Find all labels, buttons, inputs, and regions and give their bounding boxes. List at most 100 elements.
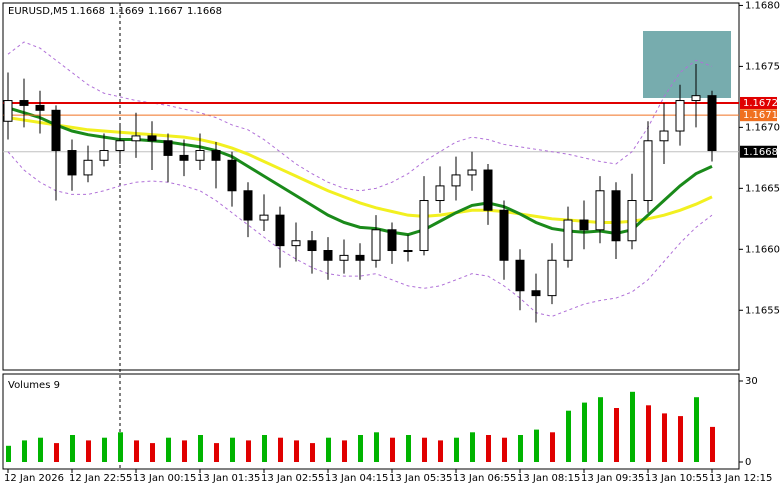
candle-body xyxy=(595,190,605,231)
x-tick-label: 13 Jan 05:35 xyxy=(389,473,452,484)
volume-bar xyxy=(646,405,651,462)
volume-bar xyxy=(662,413,667,462)
candle-body xyxy=(563,219,573,261)
x-tick-label: 13 Jan 12:15 xyxy=(709,473,772,484)
volume-bar xyxy=(566,410,571,462)
candle-body xyxy=(483,169,493,211)
volume-bar xyxy=(246,440,251,462)
volume-bar xyxy=(310,443,315,462)
level-label-box xyxy=(740,96,777,109)
volume-bar xyxy=(550,432,555,462)
volume-bar xyxy=(214,443,219,462)
volume-tick-label: 0 xyxy=(745,457,751,468)
header-price: 1.1669 xyxy=(109,6,144,17)
y-tick-label: 1.1660 xyxy=(745,244,780,255)
volume-tick-label: 30 xyxy=(745,376,758,387)
candle-body xyxy=(627,200,637,242)
volume-bar xyxy=(118,432,123,462)
volume-bar xyxy=(294,440,299,462)
volume-bar xyxy=(166,437,171,462)
candle-body xyxy=(131,135,141,142)
candle-body xyxy=(531,290,541,297)
indicator-line xyxy=(7,151,713,317)
candle-body xyxy=(211,150,221,161)
candle-body xyxy=(67,150,77,176)
y-tick-label: 1.1655 xyxy=(745,305,780,316)
candle-body xyxy=(291,240,301,247)
candle-body xyxy=(371,229,381,261)
volume-bar xyxy=(502,437,507,462)
candle-body xyxy=(611,190,621,242)
volume-bar xyxy=(710,426,715,462)
candle-body xyxy=(179,154,189,161)
candle-body xyxy=(259,214,269,221)
candle-body xyxy=(19,100,29,106)
volume-bar xyxy=(534,429,539,462)
volume-bar xyxy=(438,440,443,462)
x-tick-label: 13 Jan 06:55 xyxy=(453,473,516,484)
candle-body xyxy=(275,214,285,247)
volume-bar xyxy=(70,435,75,462)
indicator-line xyxy=(7,106,713,237)
volume-bar xyxy=(326,437,331,462)
volume-bar xyxy=(630,391,635,462)
candle-body xyxy=(83,159,93,176)
last-price-box xyxy=(740,145,777,158)
candle-body xyxy=(515,259,525,292)
volume-bar xyxy=(518,435,523,462)
candle-body xyxy=(707,95,717,152)
highlight-box xyxy=(643,31,731,98)
volume-bar xyxy=(486,435,491,462)
candle-body xyxy=(339,254,349,261)
volume-bar xyxy=(6,445,11,462)
volume-bar xyxy=(278,437,283,462)
indicator-line xyxy=(7,41,713,192)
candle-body xyxy=(195,150,205,161)
volume-bar xyxy=(54,443,59,462)
volume-bar xyxy=(134,440,139,462)
level-label: 1.1671 xyxy=(743,110,778,121)
level-label-box xyxy=(740,109,777,122)
candle-body xyxy=(579,219,589,231)
volume-panel xyxy=(2,373,740,470)
candle-body xyxy=(307,240,317,252)
volume-bar xyxy=(358,435,363,462)
header-price: 1.1667 xyxy=(148,6,183,17)
candle-body xyxy=(435,185,445,202)
volume-bar xyxy=(582,402,587,462)
candle-body xyxy=(387,229,397,252)
volume-bar xyxy=(390,437,395,462)
candle-body xyxy=(227,159,237,192)
candle-body xyxy=(467,169,477,176)
candle-body xyxy=(243,190,253,221)
level-label: 1.1672 xyxy=(743,98,778,109)
volume-bar xyxy=(86,440,91,462)
y-tick-label: 1.1680 xyxy=(745,0,780,11)
x-tick-label: 13 Jan 08:15 xyxy=(517,473,580,484)
volume-bar xyxy=(614,408,619,462)
candle-body xyxy=(451,174,461,187)
candle-body xyxy=(547,259,557,297)
volume-bar xyxy=(598,397,603,462)
x-tick-label: 13 Jan 01:35 xyxy=(197,473,260,484)
price-panel xyxy=(2,2,740,371)
volume-bar xyxy=(182,440,187,462)
header-price: 1.1668 xyxy=(70,6,105,17)
y-tick-label: 1.1670 xyxy=(745,122,780,133)
volume-bar xyxy=(230,437,235,462)
symbol: EURUSD,M5 xyxy=(8,6,68,17)
last-price-label: 1.1668 xyxy=(743,147,778,158)
volume-bar xyxy=(22,440,27,462)
volume-bar xyxy=(198,435,203,462)
volume-bar xyxy=(454,437,459,462)
volume-bar xyxy=(406,435,411,462)
volume-bar xyxy=(374,432,379,462)
volume-bar xyxy=(470,432,475,462)
volume-bar xyxy=(38,437,43,462)
volume-bar xyxy=(694,397,699,462)
volume-bar xyxy=(102,437,107,462)
x-tick-label: 13 Jan 04:15 xyxy=(325,473,388,484)
candle-body xyxy=(499,209,509,261)
indicator-line xyxy=(7,116,713,224)
